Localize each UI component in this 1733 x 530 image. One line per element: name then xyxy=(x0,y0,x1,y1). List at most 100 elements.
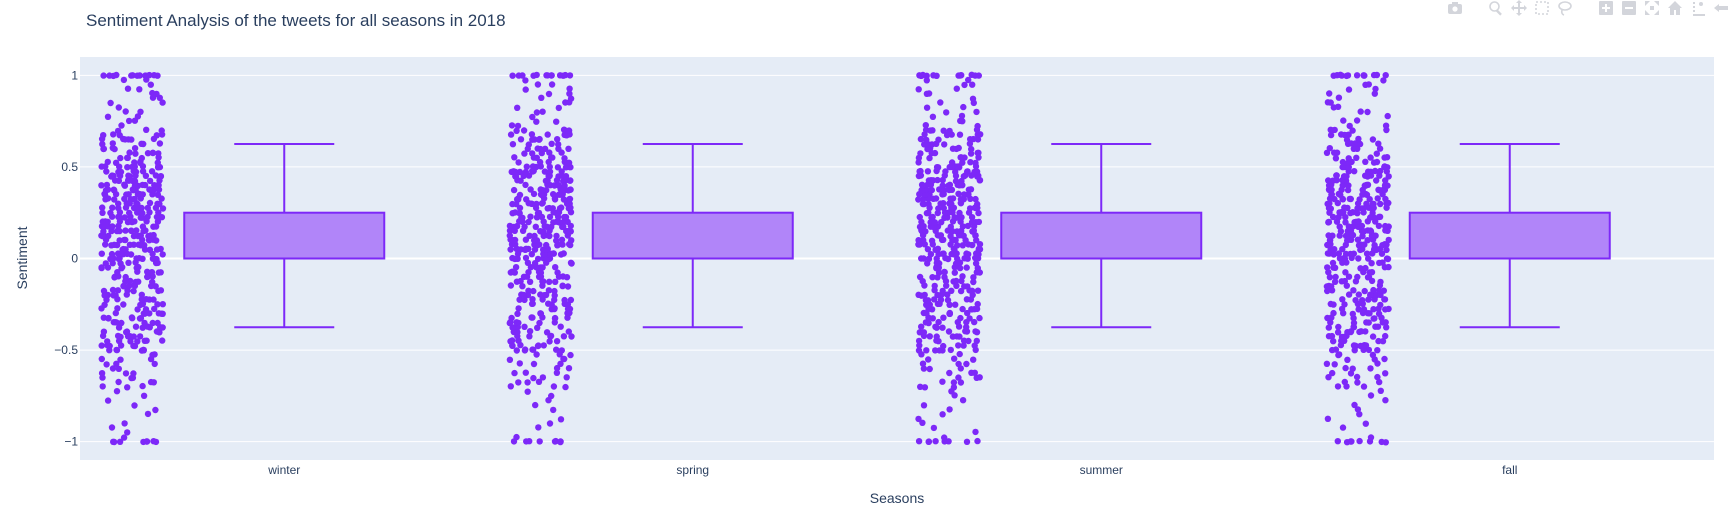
data-point xyxy=(521,150,528,157)
data-point xyxy=(1355,291,1363,298)
y-tick-labels: −1 −0.5 0 0.5 1 xyxy=(54,68,78,448)
data-point xyxy=(1376,213,1384,220)
data-point xyxy=(963,323,970,331)
data-point xyxy=(554,164,562,171)
data-point xyxy=(114,269,121,276)
data-point xyxy=(110,131,117,138)
data-point xyxy=(509,141,517,148)
data-point xyxy=(554,136,561,143)
data-point xyxy=(116,227,123,235)
data-point xyxy=(959,159,966,166)
data-point xyxy=(121,420,128,427)
data-point xyxy=(109,286,117,294)
data-point xyxy=(972,428,979,436)
data-point xyxy=(156,200,163,208)
data-point xyxy=(921,384,929,391)
data-point xyxy=(127,196,135,203)
data-point xyxy=(946,310,953,317)
data-point xyxy=(550,406,557,414)
data-point xyxy=(555,104,562,112)
data-point xyxy=(1335,351,1342,359)
data-point xyxy=(553,118,560,125)
data-point xyxy=(960,337,968,344)
data-point xyxy=(111,241,118,248)
data-point xyxy=(1373,150,1381,157)
data-point xyxy=(98,264,105,272)
data-point xyxy=(517,177,524,184)
data-point xyxy=(947,195,954,202)
data-point xyxy=(145,232,152,240)
data-point xyxy=(529,150,536,157)
data-point xyxy=(1367,227,1374,234)
data-point xyxy=(158,127,165,134)
data-point xyxy=(952,178,960,185)
data-point xyxy=(100,132,107,139)
data-point xyxy=(137,301,144,309)
data-point xyxy=(959,242,966,249)
data-point xyxy=(110,186,118,193)
data-point xyxy=(919,200,927,208)
data-point xyxy=(113,388,121,395)
data-point xyxy=(137,108,144,116)
data-point xyxy=(543,241,550,249)
box-select-icon[interactable] xyxy=(1533,0,1550,16)
data-point xyxy=(1327,99,1334,106)
data-point xyxy=(970,274,977,281)
zoom-icon[interactable] xyxy=(1487,0,1504,16)
data-point xyxy=(507,246,514,253)
data-point xyxy=(931,149,939,157)
data-point xyxy=(553,237,560,244)
data-point xyxy=(514,122,522,130)
data-point xyxy=(933,164,941,171)
data-point xyxy=(1363,200,1370,207)
data-point xyxy=(558,347,565,354)
data-point xyxy=(152,172,160,179)
spike-lines-icon[interactable] xyxy=(1689,0,1706,16)
data-point xyxy=(521,296,528,304)
data-point xyxy=(146,199,154,207)
data-point xyxy=(528,300,536,307)
data-point xyxy=(564,283,572,290)
data-point xyxy=(940,204,947,212)
data-point xyxy=(154,301,161,308)
data-point xyxy=(510,186,518,194)
data-point xyxy=(1369,209,1376,217)
data-point xyxy=(1350,145,1358,152)
zoom-out-icon[interactable] xyxy=(1620,0,1637,16)
data-point xyxy=(155,150,162,157)
data-point xyxy=(920,255,927,262)
data-point xyxy=(534,242,541,249)
reset-axes-icon[interactable] xyxy=(1666,0,1683,16)
lasso-select-icon[interactable] xyxy=(1556,0,1573,16)
data-point xyxy=(516,191,524,199)
y-tick-label: −0.5 xyxy=(54,343,78,357)
data-point xyxy=(927,251,935,258)
data-point xyxy=(112,309,120,317)
data-point xyxy=(567,186,574,193)
zoom-in-icon[interactable] xyxy=(1597,0,1614,16)
pan-icon[interactable] xyxy=(1510,0,1527,16)
data-point xyxy=(529,163,537,170)
data-point xyxy=(1344,356,1351,363)
compare-data-icon[interactable] xyxy=(1712,0,1729,16)
data-point xyxy=(118,319,125,327)
data-point xyxy=(113,360,120,367)
data-point xyxy=(1357,265,1364,272)
data-point xyxy=(567,351,574,359)
data-point xyxy=(945,182,952,189)
data-point xyxy=(1323,149,1331,156)
data-point xyxy=(129,315,136,322)
data-point xyxy=(513,319,520,326)
data-point xyxy=(967,150,975,157)
data-point xyxy=(1357,342,1364,350)
data-point xyxy=(1372,85,1379,93)
camera-icon[interactable] xyxy=(1446,0,1463,16)
data-point xyxy=(122,246,129,253)
data-point xyxy=(1381,182,1389,189)
data-point xyxy=(543,187,550,194)
data-point xyxy=(925,90,933,97)
data-point xyxy=(562,71,569,79)
autoscale-icon[interactable] xyxy=(1643,0,1660,16)
data-point xyxy=(1369,333,1377,340)
data-point xyxy=(963,360,970,368)
